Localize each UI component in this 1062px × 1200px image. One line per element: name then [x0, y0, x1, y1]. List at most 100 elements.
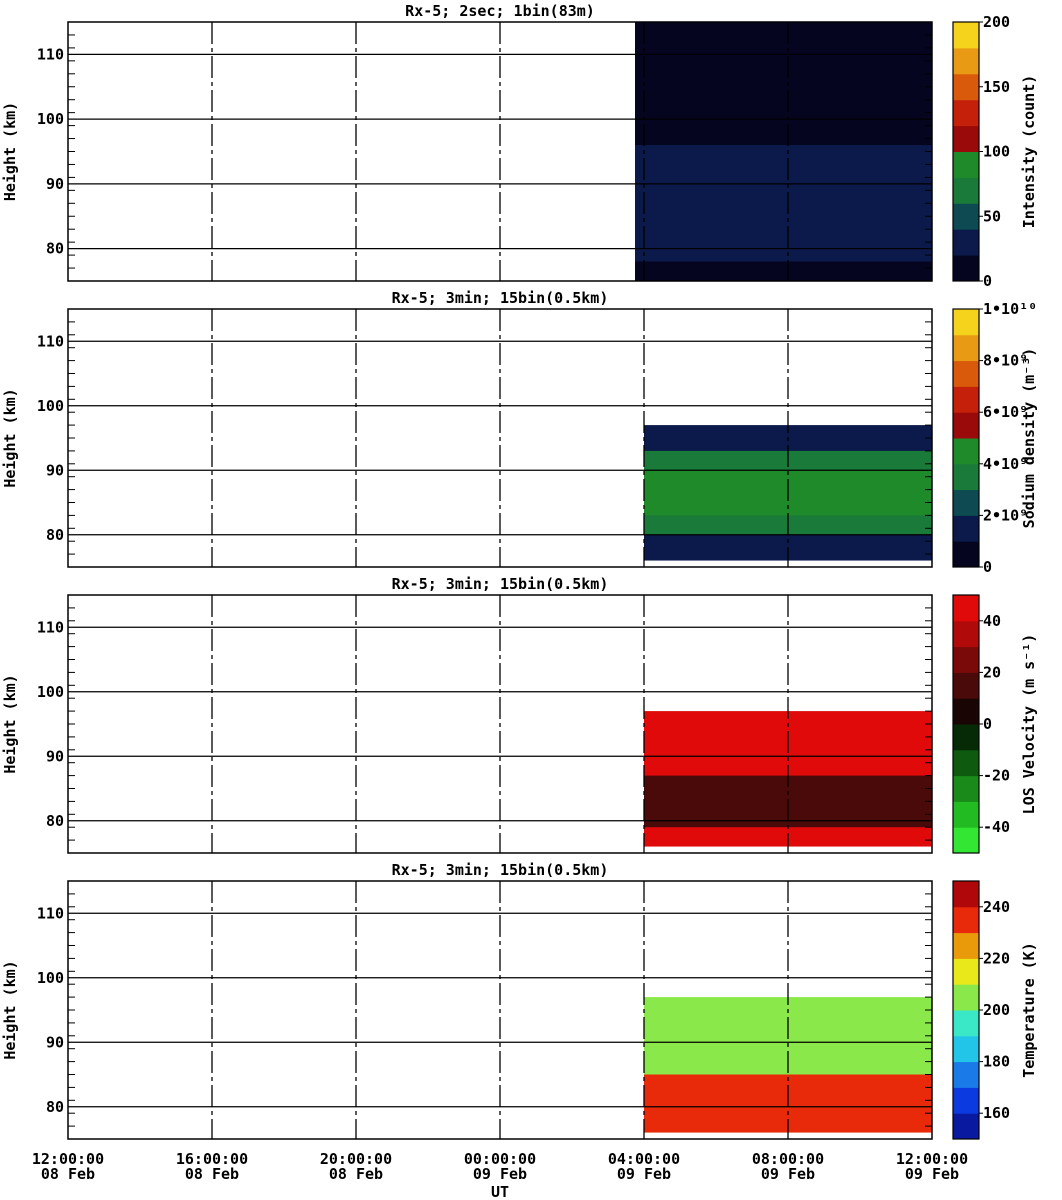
x-tick-label-time: 16:00:00: [176, 1150, 248, 1168]
colorbar-segment: [953, 801, 979, 828]
colorbar-segment: [953, 334, 979, 362]
colorbar-segment: [953, 1010, 979, 1037]
colorbar-segment: [953, 1061, 979, 1088]
plot-frame: [67, 880, 933, 1140]
y-tick-label: 80: [46, 1098, 64, 1116]
y-axis-label: Height (km): [1, 674, 19, 773]
x-tick-label-time: 12:00:00: [32, 1150, 104, 1168]
colorbar-tick-label: 20: [983, 663, 1001, 681]
x-tick-label-date: 08 Feb: [185, 1165, 239, 1183]
colorbar-segment: [953, 827, 979, 854]
colorbar-tick-label: 200: [983, 1001, 1010, 1019]
panel-title: Rx-5; 3min; 15bin(0.5km): [392, 575, 609, 593]
colorbar-tick-label: 2•10⁹: [983, 506, 1028, 524]
plot-frame: [67, 594, 933, 854]
y-tick-label: 110: [37, 45, 64, 63]
x-axis-label: UT: [491, 1183, 509, 1200]
y-tick-label: 80: [46, 240, 64, 258]
colorbar-segment: [953, 229, 979, 256]
y-tick-label: 80: [46, 526, 64, 544]
colorbar-segment: [953, 881, 979, 908]
x-tick-label-time: 04:00:00: [608, 1150, 680, 1168]
y-tick-label: 100: [37, 397, 64, 415]
colorbar-tick-label: 180: [983, 1053, 1010, 1071]
colorbar-label: Sodium density (m⁻³): [1020, 348, 1038, 529]
x-tick-label-time: 20:00:00: [320, 1150, 392, 1168]
y-tick-label: 100: [37, 110, 64, 128]
colorbar-segment: [953, 906, 979, 934]
plot-frame: [67, 21, 933, 282]
x-tick-label-date: 08 Feb: [41, 1165, 95, 1183]
colorbar-tick-label: 220: [983, 949, 1010, 967]
colorbar-segment: [953, 1035, 979, 1063]
colorbar-tick-label: 4•10⁹: [983, 455, 1028, 473]
colorbar-tick-label: 8•10⁹: [983, 352, 1028, 370]
colorbar-segment: [953, 151, 979, 178]
panel-4: Rx-5; 3min; 15bin(0.5km) 80 90 100 110 Height…: [1, 861, 1038, 1140]
colorbar-segment: [953, 412, 979, 439]
x-tick-label-time: 00:00:00: [464, 1150, 536, 1168]
panel-1: Rx-5; 2sec; 1bin(83m) 80 90 100 110 Height (k…: [1, 2, 1038, 290]
colorbar-tick-label: 0: [983, 272, 992, 290]
colorbar-segment: [953, 386, 979, 413]
colorbar-segment: [953, 749, 979, 777]
colorbar-tick-label: 50: [983, 207, 1001, 225]
y-axis-label: Height (km): [1, 388, 19, 487]
x-tick-label-time: 08:00:00: [752, 1150, 824, 1168]
y-tick-label: 90: [46, 461, 64, 479]
colorbar-segment: [953, 203, 979, 230]
colorbar-tick-label: 150: [983, 78, 1010, 96]
colorbar-segment: [953, 99, 979, 127]
colorbar-tick-label: 40: [983, 612, 1001, 630]
colorbar-segment: [953, 698, 979, 725]
colorbar-tick-label: -20: [983, 767, 1010, 785]
colorbar-segment: [953, 724, 979, 751]
y-tick-label: 90: [46, 1033, 64, 1051]
colorbar-segment: [953, 360, 979, 387]
colorbar-tick-label: 240: [983, 898, 1010, 916]
colorbar-segment: [953, 541, 979, 568]
y-tick-label: 110: [37, 332, 64, 350]
plot-frame: [67, 308, 933, 568]
colorbar-segment: [953, 775, 979, 802]
x-tick-label-date: 09 Feb: [905, 1165, 959, 1183]
colorbar-segment: [953, 309, 979, 336]
y-tick-label: 100: [37, 969, 64, 987]
colorbar-segment: [953, 515, 979, 542]
colorbar-tick-label: 6•10⁹: [983, 403, 1028, 421]
y-tick-label: 90: [46, 747, 64, 765]
colorbar-label: Temperature (K): [1020, 942, 1038, 1077]
colorbar-segment: [953, 125, 979, 152]
colorbar-tick-label: -40: [983, 818, 1010, 836]
panel-2: Rx-5; 3min; 15bin(0.5km) 80 90 100 110 Height…: [1, 289, 1038, 576]
x-tick-label-time: 12:00:00: [896, 1150, 968, 1168]
data-layer-2: [635, 145, 932, 262]
y-axis-label: Height (km): [1, 102, 19, 201]
y-tick-label: 110: [37, 904, 64, 922]
colorbar-segment: [953, 958, 979, 985]
colorbar-tick-label: 160: [983, 1104, 1010, 1122]
colorbar-tick-label: 0: [983, 558, 992, 576]
colorbar-tick-label: 100: [983, 143, 1010, 161]
colorbar-frame: [952, 308, 980, 568]
colorbar-label: LOS Velocity (m s⁻¹): [1020, 634, 1038, 815]
colorbar-label: Intensity (count): [1020, 75, 1038, 229]
panel-title: Rx-5; 3min; 15bin(0.5km): [392, 861, 609, 879]
x-tick-label-date: 09 Feb: [761, 1165, 815, 1183]
panel-title: Rx-5; 3min; 15bin(0.5km): [392, 289, 609, 307]
colorbar-segment: [953, 73, 979, 101]
colorbar-tick-label: 0: [983, 715, 992, 733]
colorbar-segment: [953, 489, 979, 516]
colorbar-segment: [953, 463, 979, 491]
panel-title: Rx-5; 2sec; 1bin(83m): [405, 2, 595, 20]
colorbar-segment: [953, 47, 979, 75]
colorbar-segment: [953, 1113, 979, 1140]
colorbar-segment: [953, 255, 979, 282]
y-tick-label: 90: [46, 175, 64, 193]
y-axis-label: Height (km): [1, 960, 19, 1059]
panel-3: Rx-5; 3min; 15bin(0.5km) 80 90 100 110 Height…: [1, 575, 1038, 854]
y-tick-label: 100: [37, 683, 64, 701]
x-tick-label-date: 09 Feb: [617, 1165, 671, 1183]
colorbar-tick-label: 200: [983, 13, 1010, 31]
